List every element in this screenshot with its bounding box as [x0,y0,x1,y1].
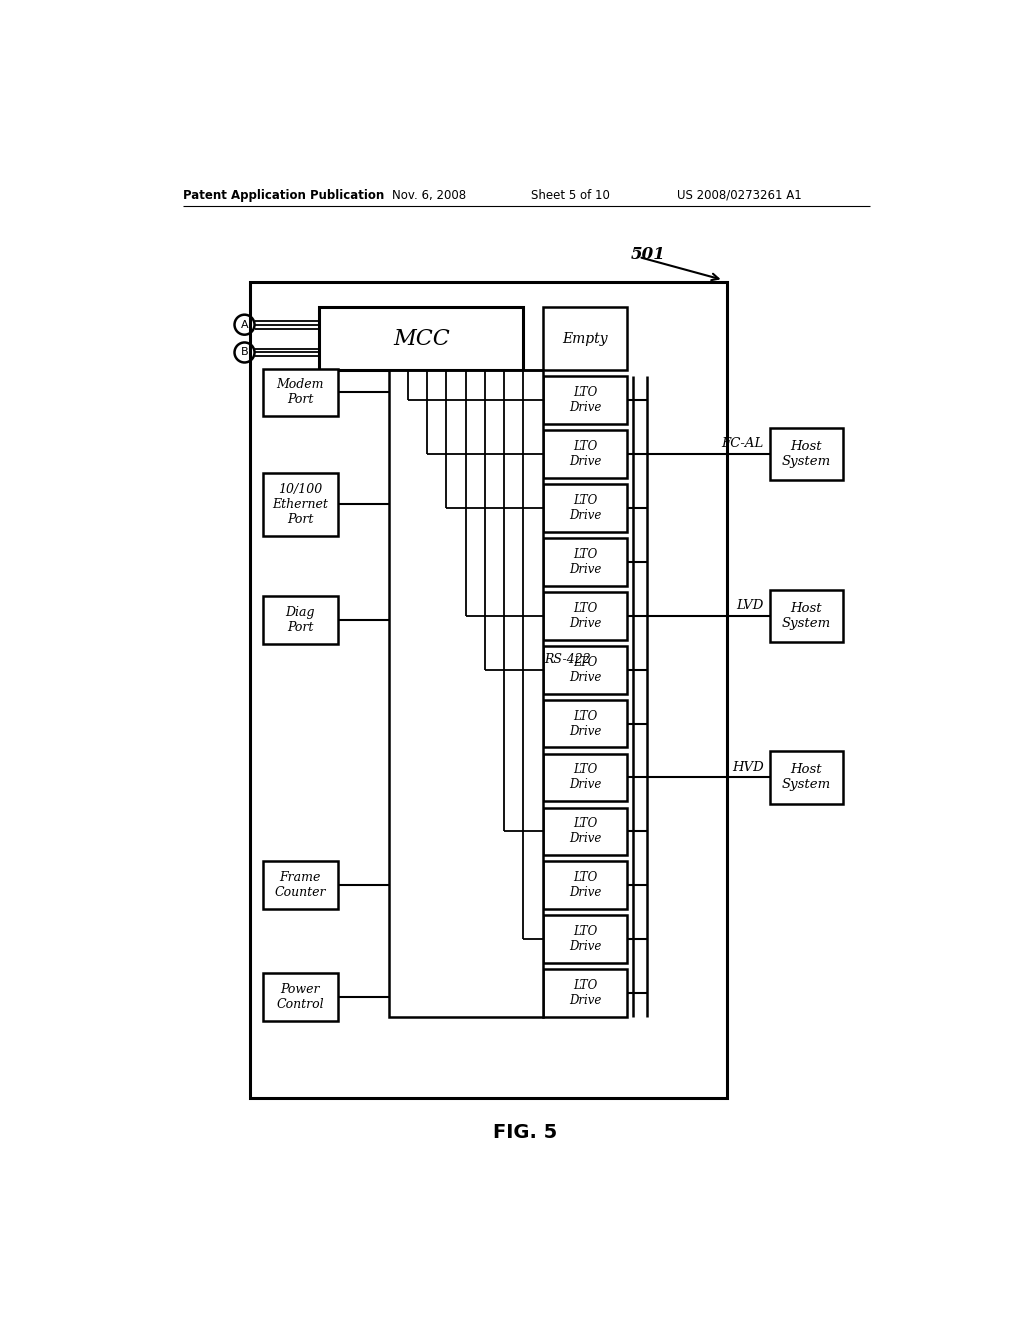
Text: LTO
Drive: LTO Drive [568,602,601,630]
Text: LTO
Drive: LTO Drive [568,440,601,469]
Bar [543,862,628,909]
Text: 501: 501 [631,246,666,263]
Bar [543,376,628,424]
Bar [543,484,628,532]
Bar [770,590,843,642]
Bar [250,281,727,1098]
Text: LTO
Drive: LTO Drive [568,494,601,521]
Bar [543,430,628,478]
Bar [543,700,628,747]
Text: LTO
Drive: LTO Drive [568,548,601,576]
Bar [543,915,628,964]
Text: LTO
Drive: LTO Drive [568,817,601,845]
Bar [263,473,338,536]
Text: US 2008/0273261 A1: US 2008/0273261 A1 [677,189,802,202]
Text: Power
Control: Power Control [276,983,325,1011]
Text: A: A [241,319,249,330]
Text: LTO
Drive: LTO Drive [568,387,601,414]
Text: LTO
Drive: LTO Drive [568,710,601,738]
Text: HVD: HVD [732,760,764,774]
Bar [263,973,338,1020]
Text: Frame
Counter: Frame Counter [274,871,326,899]
Bar [543,969,628,1016]
Text: Host
System: Host System [781,440,830,469]
Text: LTO
Drive: LTO Drive [568,979,601,1007]
Bar [543,539,628,586]
Text: MCC: MCC [393,327,450,350]
Text: 10/100
Ethernet
Port: 10/100 Ethernet Port [272,483,329,525]
Text: Host
System: Host System [781,602,830,630]
Bar [543,591,628,640]
Text: FC-AL: FC-AL [721,437,764,450]
Bar [543,808,628,855]
Bar [770,751,843,804]
Bar [543,754,628,801]
Text: LTO
Drive: LTO Drive [568,763,601,792]
Text: LTO
Drive: LTO Drive [568,871,601,899]
Text: LTO
Drive: LTO Drive [568,656,601,684]
Bar [263,862,338,909]
Text: RS-422: RS-422 [544,653,591,665]
Text: FIG. 5: FIG. 5 [493,1123,557,1142]
Bar [543,645,628,693]
Text: LVD: LVD [736,599,764,612]
Text: Patent Application Publication: Patent Application Publication [183,189,384,202]
Bar [388,370,543,1016]
Text: B: B [241,347,249,358]
Text: LTO
Drive: LTO Drive [568,925,601,953]
Text: Host
System: Host System [781,763,830,792]
Bar [263,595,338,644]
Text: Sheet 5 of 10: Sheet 5 of 10 [531,189,610,202]
Bar [319,308,523,370]
Text: Modem
Port: Modem Port [276,379,324,407]
Text: Empty: Empty [562,331,607,346]
Bar [263,368,338,416]
Bar [543,308,628,370]
Text: Nov. 6, 2008: Nov. 6, 2008 [392,189,467,202]
Text: Diag
Port: Diag Port [286,606,315,634]
Bar [770,428,843,480]
